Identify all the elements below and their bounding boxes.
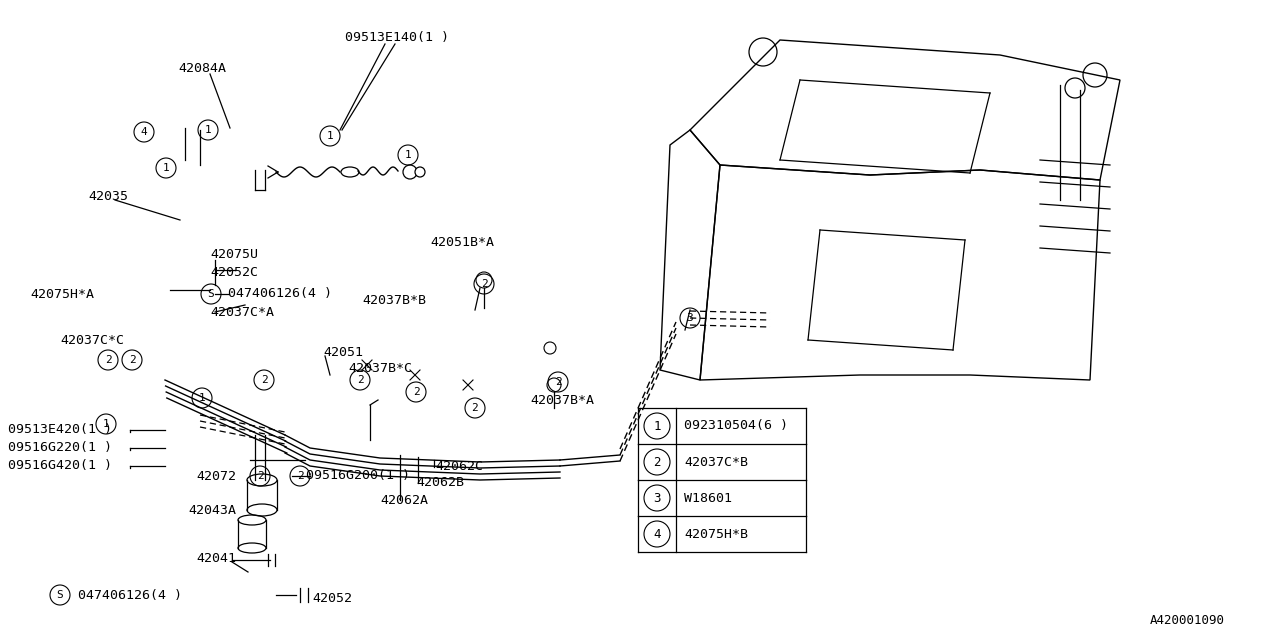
Text: 047406126(4 ): 047406126(4 ) <box>228 287 332 301</box>
Circle shape <box>547 378 561 392</box>
Text: 42037B*B: 42037B*B <box>362 294 426 307</box>
Text: 09513E420(1 ): 09513E420(1 ) <box>8 424 113 436</box>
Text: 42075H*B: 42075H*B <box>684 527 748 541</box>
Text: 4: 4 <box>141 127 147 137</box>
Text: 42052C: 42052C <box>210 266 259 278</box>
Text: 42062B: 42062B <box>416 476 465 488</box>
Text: 42037B*C: 42037B*C <box>348 362 412 374</box>
Text: 2: 2 <box>105 355 111 365</box>
Text: 2: 2 <box>653 456 660 468</box>
Text: 42075H*A: 42075H*A <box>29 289 93 301</box>
Text: 42052: 42052 <box>312 591 352 605</box>
Text: 2: 2 <box>261 375 268 385</box>
Text: 2: 2 <box>471 403 479 413</box>
Text: 42062C: 42062C <box>435 460 483 472</box>
Text: 42051: 42051 <box>323 346 364 358</box>
Text: 09516G200(1 ): 09516G200(1 ) <box>306 470 410 483</box>
Text: 1: 1 <box>326 131 333 141</box>
Text: 1: 1 <box>205 125 211 135</box>
Text: 047406126(4 ): 047406126(4 ) <box>78 589 182 602</box>
Text: 092310504(6 ): 092310504(6 ) <box>684 419 788 433</box>
Text: 42037B*A: 42037B*A <box>530 394 594 406</box>
Text: 42037C*A: 42037C*A <box>210 305 274 319</box>
Text: S: S <box>56 590 64 600</box>
Text: 2: 2 <box>128 355 136 365</box>
Text: 42075U: 42075U <box>210 248 259 262</box>
Text: 42072: 42072 <box>196 470 236 483</box>
Text: 09513E140(1 ): 09513E140(1 ) <box>346 31 449 45</box>
Text: 42037C*B: 42037C*B <box>684 456 748 468</box>
Text: 42041: 42041 <box>196 552 236 564</box>
Circle shape <box>544 342 556 354</box>
Text: 1: 1 <box>653 419 660 433</box>
Text: 42035: 42035 <box>88 189 128 202</box>
Text: W18601: W18601 <box>684 492 732 504</box>
Text: 09516G220(1 ): 09516G220(1 ) <box>8 442 113 454</box>
Text: 42051B*A: 42051B*A <box>430 236 494 248</box>
Text: 42043A: 42043A <box>188 504 236 516</box>
Text: A420001090: A420001090 <box>1149 614 1225 627</box>
Text: 2: 2 <box>480 279 488 289</box>
Text: 42037C*C: 42037C*C <box>60 333 124 346</box>
Text: 2: 2 <box>297 471 303 481</box>
Text: 42062A: 42062A <box>380 493 428 506</box>
Text: 2: 2 <box>412 387 420 397</box>
Text: S: S <box>207 289 214 299</box>
Text: 1: 1 <box>102 419 109 429</box>
Text: 3: 3 <box>653 492 660 504</box>
Text: 3: 3 <box>686 313 694 323</box>
Text: 2: 2 <box>256 471 264 481</box>
Text: 09516G420(1 ): 09516G420(1 ) <box>8 460 113 472</box>
Text: 42084A: 42084A <box>178 61 227 74</box>
Text: 2: 2 <box>357 375 364 385</box>
Text: 1: 1 <box>163 163 169 173</box>
Text: 1: 1 <box>198 393 205 403</box>
Text: 2: 2 <box>554 377 562 387</box>
Circle shape <box>415 167 425 177</box>
Text: 4: 4 <box>653 527 660 541</box>
Text: 1: 1 <box>404 150 411 160</box>
